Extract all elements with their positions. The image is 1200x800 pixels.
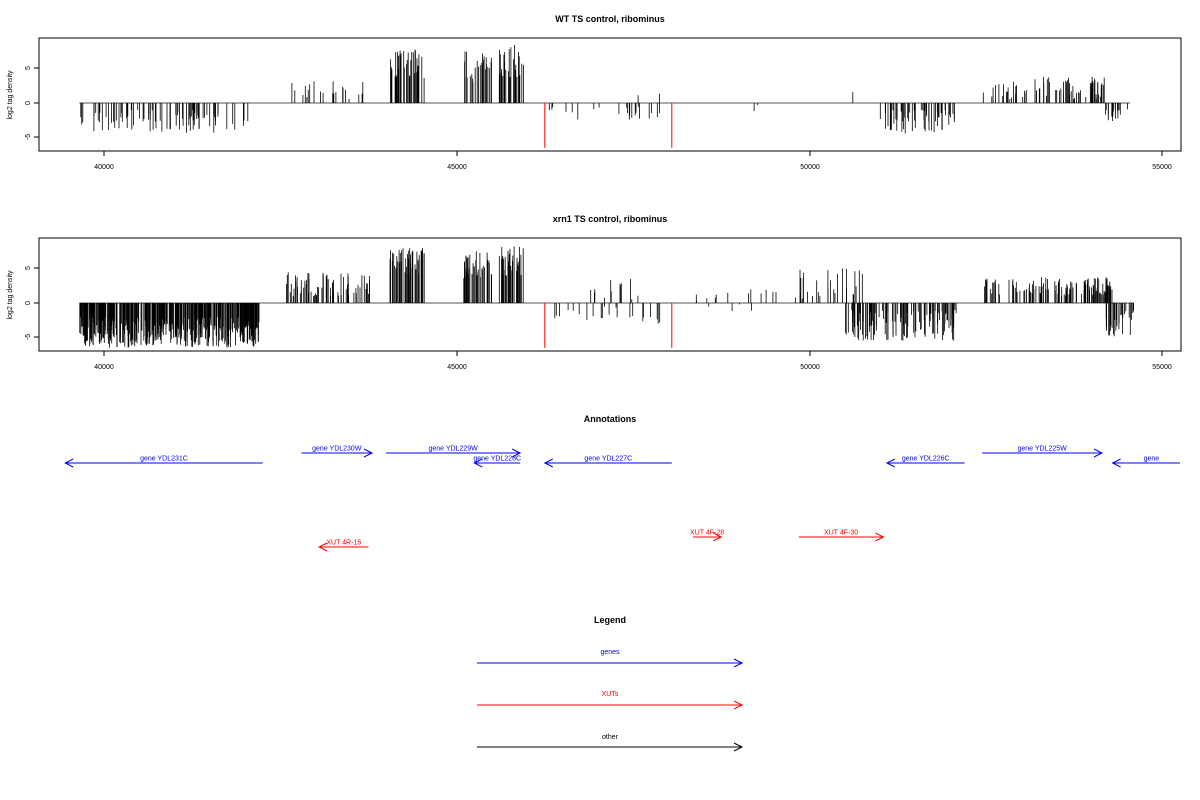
annotation-label: gene YDL229W	[428, 446, 478, 453]
legend-entry-genes: genes	[477, 649, 744, 668]
wt-xtick-label: 50000	[800, 164, 820, 171]
annotation-feature: gene YDL229W	[386, 446, 522, 458]
annotation-arrowhead	[473, 458, 483, 468]
wt-signal-track	[79, 45, 1131, 134]
xrn1-signal-track	[79, 246, 1134, 348]
wt-ytick-label: 5	[25, 66, 32, 70]
wt-plot-frame	[38, 37, 1182, 152]
annotation-label: gene YDL228C	[473, 456, 521, 463]
annotation-feature: gene YDL226C	[885, 456, 965, 468]
xrn1-xtick-label: 45000	[447, 364, 467, 371]
legend-label-xuts: XUTs	[602, 691, 619, 698]
annotation-arrowhead	[317, 542, 328, 552]
wt-xtick-label: 40000	[94, 164, 114, 171]
wt-panel-title: WT TS control, ribominus	[555, 14, 665, 24]
wt-ytick-label: -5	[25, 134, 32, 140]
legend-label-other: other	[602, 734, 619, 741]
annotation-label: gene YDL225W	[1017, 446, 1067, 453]
wt-ylabel: log2 tag density	[7, 70, 14, 120]
legend-entry-other: other	[477, 734, 744, 752]
annotation-label: gene	[1144, 456, 1160, 463]
legend-arrowhead-xuts	[733, 700, 744, 710]
annotation-arrowhead	[1093, 448, 1104, 458]
xrn1-xtick-label: 40000	[94, 364, 114, 371]
legend-title: Legend	[594, 615, 626, 625]
legend-label-genes: genes	[600, 649, 620, 656]
xrn1-ytick-label: -5	[25, 334, 32, 340]
annotation-feature: XUT 4F-28	[690, 530, 724, 542]
legend-arrowhead-other	[733, 742, 744, 752]
xrn1-y-axis: -5 0 5	[25, 266, 39, 340]
xrn1-plot-frame	[38, 237, 1182, 352]
annotation-label: XUT 4R-15	[326, 540, 361, 547]
xrn1-ytick-label: 5	[25, 266, 32, 270]
wt-x-axis: 40000 45000 50000 55000	[94, 151, 1172, 171]
wt-panel: WT TS control, ribominus log2 tag densit…	[7, 14, 1182, 171]
wt-marker-lines	[544, 103, 673, 148]
annotation-label: gene YDL226C	[902, 456, 950, 463]
annotation-feature: XUT 4F-30	[798, 530, 885, 542]
annotation-feature: gene YDL231C	[64, 456, 263, 468]
annotation-feature: XUT 4R-15	[317, 540, 369, 552]
xrn1-panel-title: xrn1 TS control, ribominus	[553, 214, 668, 224]
wt-y-axis: -5 0 5	[25, 66, 39, 140]
annotation-arrowhead	[64, 458, 74, 468]
annotation-label: XUT 4F-28	[690, 530, 724, 537]
annotation-feature: gene YDL227C	[543, 456, 672, 468]
xrn1-x-axis: 40000 45000 50000 55000	[94, 351, 1172, 371]
annotation-feature: gene YDL228C	[473, 456, 521, 468]
annotation-feature: gene	[1111, 456, 1180, 468]
annotation-arrowhead	[875, 532, 885, 542]
annotation-label: gene YDL227C	[584, 456, 632, 463]
annotation-label: gene YDL231C	[140, 456, 188, 463]
legend-entry-xuts: XUTs	[477, 691, 744, 710]
xrn1-ytick-label: 0	[25, 301, 32, 305]
annotation-arrowhead	[1111, 458, 1121, 468]
annotation-arrowhead	[885, 458, 896, 468]
annotation-arrowhead	[511, 448, 522, 458]
legend-arrowhead-genes	[733, 658, 744, 668]
annotation-feature: gene YDL230W	[301, 446, 374, 458]
wt-xtick-label: 45000	[447, 164, 467, 171]
xrn1-panel: xrn1 TS control, ribominus log2 tag dens…	[7, 214, 1182, 371]
xrn1-marker-lines	[544, 303, 673, 348]
wt-ytick-label: 0	[25, 101, 32, 105]
annotation-arrowhead	[363, 448, 374, 458]
annotation-label: gene YDL230W	[312, 446, 362, 453]
wt-xtick-label: 55000	[1152, 164, 1172, 171]
legend-panel: Legend genes XUTs other	[477, 615, 744, 752]
xrn1-xtick-label: 55000	[1152, 364, 1172, 371]
annotation-label: XUT 4F-30	[824, 530, 858, 537]
annotation-feature: gene YDL225W	[982, 446, 1104, 458]
xrn1-xtick-label: 50000	[800, 364, 820, 371]
annotation-track: gene YDL231C gene YDL230W gene YDL229W gene…	[64, 446, 1180, 552]
annotation-arrowhead	[543, 458, 554, 468]
annotation-arrowhead	[712, 532, 723, 542]
annotations-title: Annotations	[584, 414, 637, 424]
xrn1-ylabel: log2 tag density	[7, 270, 14, 320]
